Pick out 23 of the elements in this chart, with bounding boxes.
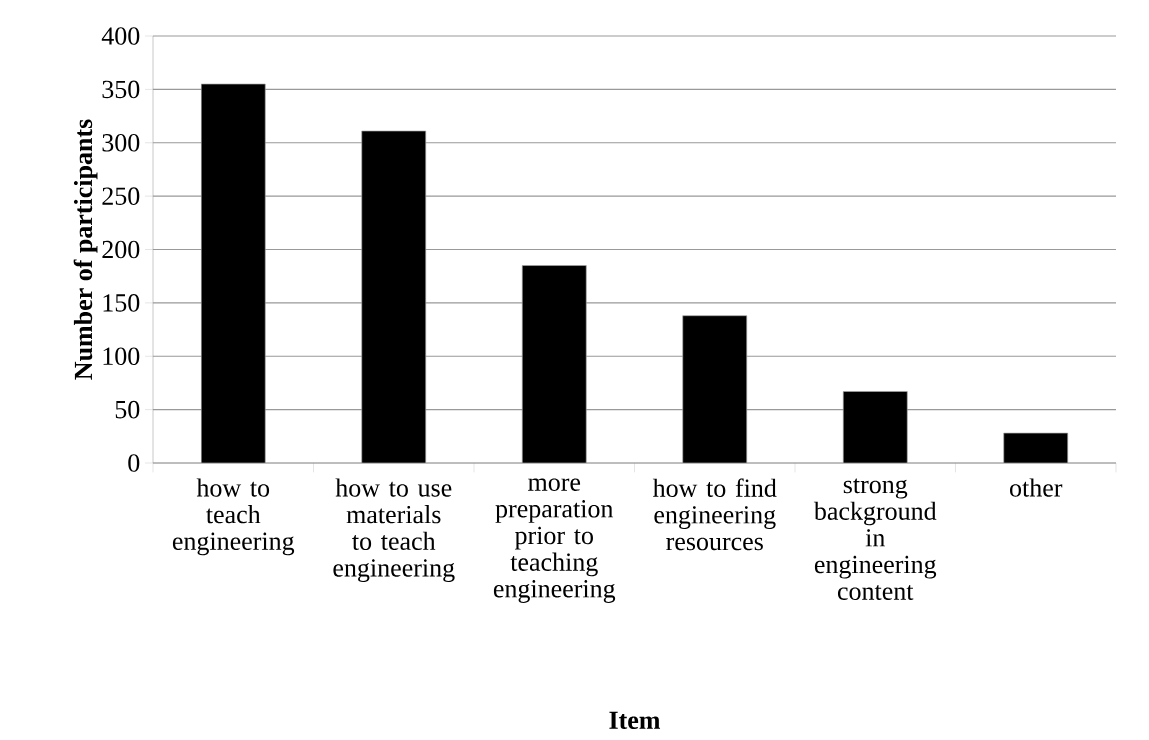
x-tick-label: more preparation prior to teaching engineering [493, 478, 616, 603]
x-tick-label: how to use materials to teach engineering [333, 478, 455, 583]
y-tick-label: 100 [103, 347, 140, 366]
bar [361, 130, 427, 463]
bar [682, 315, 748, 463]
y-axis-title: Number of participants [73, 119, 98, 380]
bar [521, 265, 587, 463]
y-tick-label: 400 [101, 27, 140, 45]
x-tick-label: strong background in engineering content [813, 478, 937, 600]
x-tick-label: how to teach engineering [172, 478, 295, 556]
y-tick-label: 350 [102, 80, 140, 99]
y-tick-label: 200 [102, 240, 140, 259]
y-tick-label: 250 [102, 187, 140, 205]
x-tick-label: how to find engineering resources [652, 478, 777, 551]
bar [842, 391, 908, 463]
x-axis-title: Item [609, 711, 661, 729]
bar [200, 83, 266, 463]
bar [1003, 432, 1069, 463]
y-tick-label: 50 [115, 400, 140, 419]
y-tick-label: 0 [128, 454, 140, 472]
x-tick-label: other [1010, 478, 1063, 497]
y-tick-label: 300 [102, 133, 140, 152]
y-tick-label: 150 [103, 294, 140, 312]
